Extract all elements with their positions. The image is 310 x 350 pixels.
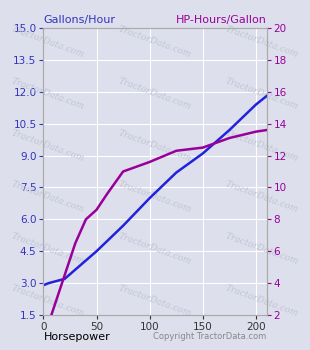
Text: TractorData.com: TractorData.com xyxy=(117,180,193,215)
Text: TractorData.com: TractorData.com xyxy=(10,180,86,215)
Text: TractorData.com: TractorData.com xyxy=(224,180,300,215)
Text: TractorData.com: TractorData.com xyxy=(10,25,86,60)
Text: TractorData.com: TractorData.com xyxy=(10,77,86,111)
Text: TractorData.com: TractorData.com xyxy=(117,128,193,163)
Text: Horsepower: Horsepower xyxy=(43,332,110,342)
Text: TractorData.com: TractorData.com xyxy=(224,128,300,163)
Text: TractorData.com: TractorData.com xyxy=(10,128,86,163)
Text: Gallons/Hour: Gallons/Hour xyxy=(43,15,115,25)
Text: TractorData.com: TractorData.com xyxy=(117,25,193,60)
Text: TractorData.com: TractorData.com xyxy=(117,77,193,111)
Text: TractorData.com: TractorData.com xyxy=(224,77,300,111)
Text: TractorData.com: TractorData.com xyxy=(224,232,300,266)
Text: TractorData.com: TractorData.com xyxy=(117,283,193,318)
Text: TractorData.com: TractorData.com xyxy=(10,283,86,318)
Text: Copyright TractorData.com: Copyright TractorData.com xyxy=(153,332,267,341)
Text: TractorData.com: TractorData.com xyxy=(10,232,86,266)
Text: TractorData.com: TractorData.com xyxy=(224,25,300,60)
Text: TractorData.com: TractorData.com xyxy=(224,283,300,318)
Text: TractorData.com: TractorData.com xyxy=(117,232,193,266)
Text: HP-Hours/Gallon: HP-Hours/Gallon xyxy=(176,15,267,25)
